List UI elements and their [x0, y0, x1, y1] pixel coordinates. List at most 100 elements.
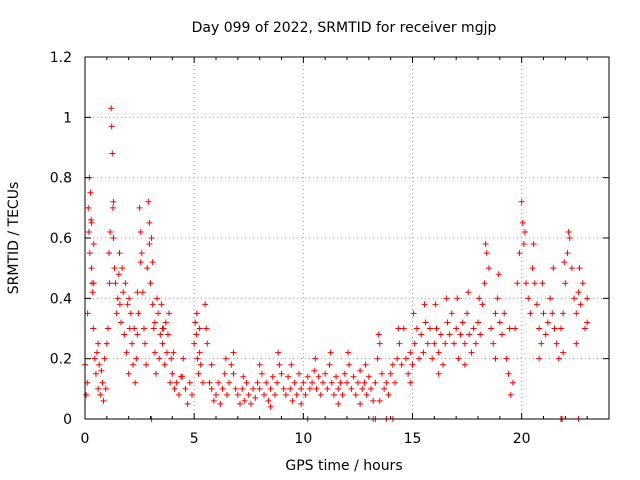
data-point [217, 400, 224, 407]
data-point [477, 331, 484, 338]
data-point [107, 228, 114, 235]
data-point [254, 379, 261, 386]
data-point [145, 198, 152, 205]
data-point [154, 295, 161, 302]
data-point [398, 361, 405, 368]
data-point [275, 349, 282, 356]
data-point [429, 355, 436, 362]
data-point [505, 370, 512, 377]
data-point [475, 319, 481, 326]
data-point [575, 289, 582, 296]
data-point [553, 340, 560, 347]
data-point [97, 391, 104, 398]
data-point [113, 310, 120, 317]
data-point [503, 355, 510, 362]
data-point [100, 397, 107, 404]
data-point [571, 295, 578, 302]
data-point [454, 295, 461, 302]
data-point [134, 331, 141, 338]
data-point [127, 310, 134, 317]
data-point [304, 373, 311, 380]
data-point [170, 349, 177, 356]
data-point [206, 379, 213, 386]
data-point [193, 331, 200, 338]
data-point [179, 373, 186, 380]
data-point [164, 331, 171, 338]
data-point [346, 361, 353, 368]
data-point [566, 235, 573, 241]
data-point [130, 361, 137, 368]
data-point [202, 301, 209, 308]
data-point [152, 370, 159, 377]
data-point [509, 379, 516, 386]
data-point [287, 385, 294, 392]
data-point [368, 385, 375, 392]
data-point [151, 319, 158, 326]
data-point [529, 265, 536, 272]
data-point [151, 349, 158, 356]
data-point [208, 361, 215, 368]
data-point [120, 289, 127, 296]
data-point [193, 310, 200, 317]
data-point [501, 310, 508, 317]
data-point [313, 385, 320, 392]
y-tick-label: 0.8 [50, 171, 72, 187]
data-point [148, 235, 155, 241]
data-point [514, 280, 521, 287]
data-point [450, 340, 457, 347]
data-point [95, 340, 102, 347]
data-point [512, 325, 519, 332]
data-point [250, 385, 257, 392]
data-point [560, 349, 567, 356]
data-point [557, 325, 564, 332]
data-point [256, 361, 263, 368]
data-point [282, 391, 289, 398]
data-point [431, 340, 438, 347]
data-point [564, 250, 571, 257]
data-point [389, 361, 396, 368]
data-point [540, 310, 547, 317]
data-point [350, 373, 357, 380]
data-point [195, 370, 202, 377]
data-point [506, 325, 513, 332]
data-point [485, 265, 492, 272]
data-point [461, 340, 468, 347]
data-point [392, 379, 399, 386]
data-point [158, 301, 165, 308]
data-point [234, 391, 241, 398]
data-point [453, 325, 460, 332]
data-point [184, 400, 191, 407]
data-point [440, 361, 447, 368]
data-point [576, 265, 583, 272]
data-point [312, 355, 319, 362]
data-point [490, 340, 497, 347]
data-point [396, 340, 403, 347]
data-point [87, 189, 94, 196]
data-point [91, 355, 98, 362]
data-point [446, 331, 453, 338]
data-point [405, 370, 412, 377]
data-point [516, 250, 523, 257]
data-point [161, 361, 168, 368]
data-point [132, 379, 139, 386]
data-point [525, 295, 532, 302]
data-point [92, 370, 99, 377]
data-point [85, 228, 92, 235]
data-point [337, 379, 344, 386]
data-point [362, 361, 369, 368]
data-point [536, 355, 543, 362]
data-point [143, 361, 150, 368]
data-point [265, 397, 272, 404]
data-point [544, 319, 551, 326]
data-point [538, 340, 545, 347]
data-point [573, 340, 580, 347]
data-point [258, 370, 265, 377]
data-point [99, 379, 106, 386]
data-point [345, 349, 352, 356]
data-point [466, 331, 473, 338]
x-tick-label: 20 [513, 431, 531, 447]
data-point [146, 241, 153, 248]
data-point [352, 391, 359, 398]
chart-title: Day 099 of 2022, SRMTID for receiver mgj… [192, 20, 497, 36]
